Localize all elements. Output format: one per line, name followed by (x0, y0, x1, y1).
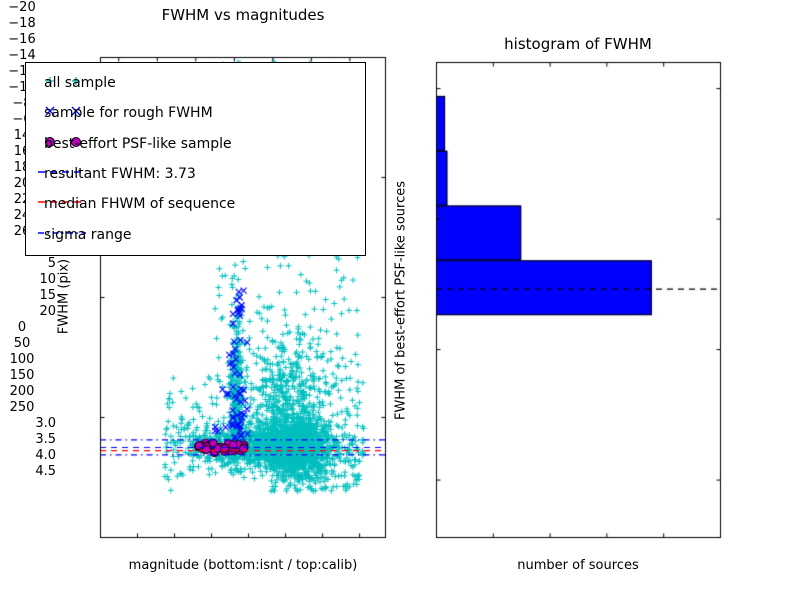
histogram-x-tick-label: 150 (9, 368, 35, 383)
legend-item-2: best-effort PSF-like sample (34, 129, 357, 158)
scatter-y-tick-label: 5 (47, 256, 56, 271)
x-markers-icon (45, 107, 81, 116)
legend: all sample sample for rough FWHM best-effo… (25, 62, 366, 256)
legend-glyph (34, 222, 90, 248)
legend-item-4: median FHWM of sequence (34, 190, 357, 219)
histogram-y-tick-label: 3.0 (35, 416, 56, 431)
circle-markers-icon (45, 136, 81, 147)
histogram-y-tick-label: 3.5 (35, 432, 56, 447)
legend-item-label: resultant FWHM: 3.73 (44, 166, 196, 183)
legend-item-label: sample for rough FWHM (44, 105, 213, 122)
scatter-title: FWHM vs magnitudes (161, 6, 325, 24)
legend-item-label: median FHWM of sequence (44, 196, 236, 213)
histogram-yaxis-label: FWHM of best-effort PSF-like sources (393, 180, 409, 421)
legend-item-label: best-effort PSF-like sample (44, 135, 232, 152)
legend-item-5: sigma range (34, 220, 357, 249)
legend-item-label: all sample (44, 75, 116, 92)
scatter-x-tick-label: −14 (8, 48, 36, 63)
histogram-y-tick-label: 4.5 (35, 464, 56, 479)
dashed-line-icon (38, 171, 86, 173)
legend-item-3: resultant FWHM: 3.73 (34, 160, 357, 189)
legend-glyph (34, 161, 90, 187)
scatter-xaxis-label: magnitude (bottom:isnt / top:calib) (128, 558, 358, 573)
legend-item-label: sigma range (44, 226, 132, 243)
legend-item-1: sample for rough FWHM (34, 99, 357, 128)
histogram-xaxis-label: number of sources (517, 558, 639, 573)
legend-glyph (34, 191, 90, 217)
histogram-x-tick-label: 200 (9, 384, 35, 399)
legend-glyph (34, 100, 90, 126)
histogram-title: histogram of FWHM (504, 35, 652, 53)
legend-glyph (34, 70, 90, 96)
legend-glyph (34, 131, 90, 157)
scatter-y-tick-label: 20 (39, 304, 56, 319)
histogram-y-tick-label: 4.0 (35, 448, 56, 463)
histogram-x-tick-label: 250 (9, 400, 35, 415)
dashdot-line-icon (38, 232, 86, 234)
scatter-y-tick-label: 10 (39, 272, 56, 287)
histogram-x-tick-label: 0 (17, 320, 27, 335)
plus-markers-icon (46, 77, 80, 86)
scatter-x-tick-label: −16 (8, 32, 36, 47)
scatter-y-tick-label: 15 (39, 288, 56, 303)
histogram-x-tick-label: 100 (9, 352, 35, 367)
legend-item-0: all sample (34, 69, 357, 98)
scatter-x-tick-label: −18 (8, 16, 36, 31)
dashed-line-icon (38, 201, 86, 204)
scatter-x-tick-label: −20 (8, 0, 36, 15)
histogram-x-tick-label: 50 (13, 336, 31, 351)
